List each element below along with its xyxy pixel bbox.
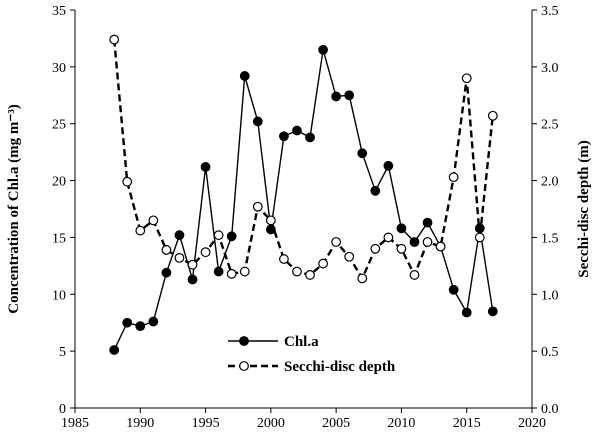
y-tick-label-left: 0 — [59, 402, 66, 417]
data-point — [383, 160, 394, 171]
data-point — [370, 185, 381, 196]
data-point — [344, 251, 355, 262]
data-point — [135, 225, 146, 236]
x-tick-label: 1995 — [192, 416, 220, 431]
data-point — [252, 201, 263, 212]
data-point — [187, 259, 198, 270]
data-point — [409, 270, 420, 280]
y-tick-label-right: 2.5 — [541, 118, 559, 133]
data-point — [448, 284, 459, 295]
data-point — [305, 270, 315, 280]
data-point — [109, 34, 120, 45]
y-tick-label-right: 1.5 — [541, 231, 559, 246]
data-point — [357, 148, 368, 159]
data-point — [331, 237, 342, 247]
data-point — [422, 237, 433, 247]
data-point — [344, 90, 355, 101]
series-line — [113, 39, 494, 281]
y-tick-label-left: 25 — [52, 118, 66, 133]
data-point — [109, 345, 120, 355]
x-tick-label: 2000 — [257, 416, 285, 431]
y-tick-label-right: 0.0 — [541, 402, 559, 417]
legend-item: Chl.a — [228, 334, 319, 350]
data-point — [305, 132, 315, 143]
y-tick-label-left: 35 — [52, 4, 66, 19]
legend-item: Secchi-disc depth — [228, 359, 396, 375]
legend-marker — [239, 336, 249, 346]
data-point — [279, 131, 289, 142]
data-point — [331, 91, 342, 102]
data-point — [122, 317, 133, 328]
x-tick-label: 2010 — [387, 416, 415, 431]
series-line — [113, 49, 494, 351]
data-point — [148, 215, 159, 226]
data-point — [318, 258, 328, 269]
data-point — [383, 232, 394, 243]
y-tick-label-right: 1.0 — [541, 288, 559, 303]
data-point — [174, 252, 185, 263]
x-tick-label: 1990 — [126, 416, 154, 431]
data-point — [292, 266, 302, 277]
data-point — [265, 215, 276, 226]
data-point — [422, 217, 433, 228]
x-tick-label: 2005 — [322, 416, 350, 431]
legend: Chl.a Secchi-disc depth — [228, 334, 396, 375]
data-point — [239, 71, 250, 81]
data-point — [200, 247, 211, 258]
data-point — [396, 223, 407, 234]
data-point — [435, 241, 446, 252]
data-point — [213, 230, 224, 241]
data-point — [161, 267, 172, 278]
y-tick-label-left: 20 — [52, 175, 66, 190]
y-tick-label-left: 30 — [52, 61, 66, 76]
data-point — [161, 245, 172, 255]
y-axis-label-left: Concentration of Chl.a (mg m⁻³) — [6, 104, 22, 313]
data-point — [409, 237, 420, 247]
y-tick-label-right: 2.0 — [541, 175, 559, 190]
series-layer — [109, 34, 498, 355]
data-point — [370, 243, 381, 254]
data-point — [122, 176, 133, 187]
y-tick-label-left: 5 — [59, 345, 66, 360]
y-tick-label-right: 3.0 — [541, 61, 559, 76]
data-point — [135, 321, 146, 332]
y-tick-label-left: 15 — [52, 231, 66, 246]
data-point — [252, 116, 263, 127]
data-point — [226, 268, 237, 279]
y-tick-label-right: 3.5 — [541, 4, 559, 19]
data-point — [213, 266, 224, 277]
y-tick-label-left: 10 — [52, 288, 66, 303]
data-point — [187, 274, 198, 285]
data-point — [461, 73, 472, 84]
data-point — [279, 254, 289, 264]
series-chl-a — [109, 44, 498, 355]
data-point — [200, 162, 211, 172]
y-tick-label-right: 0.5 — [541, 345, 559, 360]
data-point — [226, 231, 237, 242]
legend-label: Chl.a — [284, 334, 319, 350]
legend-label: Secchi-disc depth — [284, 359, 396, 375]
data-point — [487, 110, 498, 121]
axes: 1985 1990 1995 2000 2005 2010 2015 2020 0 5 10 15 20… — [52, 4, 559, 431]
data-point — [239, 266, 250, 277]
y-axis-label-right: Secchi-disc depth (m) — [576, 140, 592, 278]
data-point — [318, 44, 328, 55]
legend-marker — [239, 361, 249, 371]
data-point — [148, 316, 159, 327]
series-secchi-disc-depth — [109, 34, 498, 284]
data-point — [461, 307, 472, 318]
x-tick-label: 2020 — [518, 416, 546, 431]
data-point — [474, 232, 485, 243]
data-point — [487, 306, 498, 317]
data-point — [292, 125, 302, 136]
data-point — [357, 273, 368, 284]
x-tick-label: 1985 — [61, 416, 89, 431]
data-point — [448, 172, 459, 183]
data-point — [174, 230, 185, 241]
x-tick-label: 2015 — [453, 416, 481, 431]
data-point — [396, 243, 407, 254]
